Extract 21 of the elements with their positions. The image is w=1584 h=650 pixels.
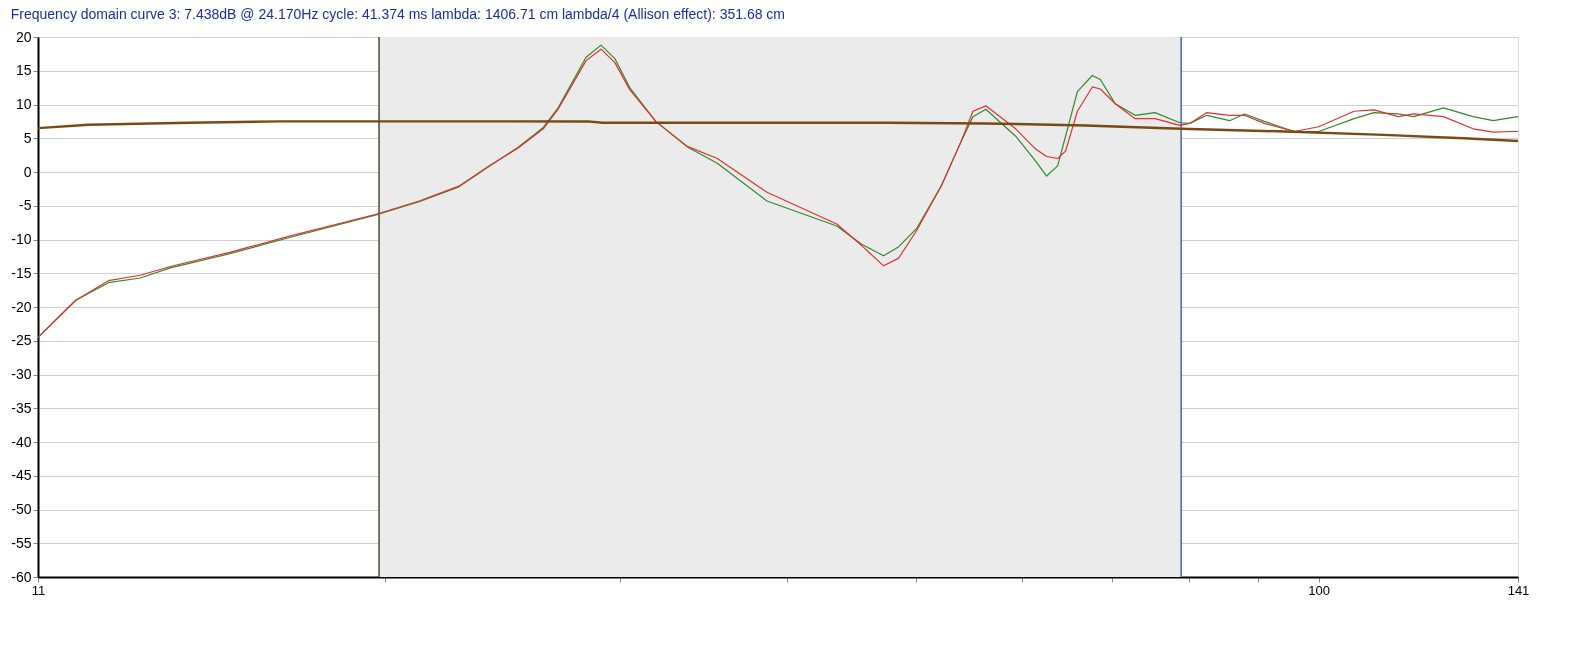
y-tick-label: -35 — [11, 399, 32, 416]
x-tick-label: 141 — [1507, 582, 1530, 598]
y-tick-label: -30 — [11, 366, 32, 382]
y-tick-label: 15 — [15, 62, 32, 79]
y-tick-label: 0 — [23, 163, 32, 180]
x-tick-label: 11 — [31, 582, 46, 598]
y-tick-label: -60 — [11, 568, 32, 585]
y-tick-label: -55 — [11, 534, 32, 551]
y-tick-label: -15 — [11, 264, 32, 281]
y-tick-label: -45 — [11, 467, 32, 484]
y-tick-label: -25 — [11, 332, 32, 349]
y-tick-label: -5 — [19, 197, 32, 214]
y-tick-label: -50 — [11, 501, 32, 517]
y-tick-label: -40 — [11, 433, 32, 450]
x-tick-label: 100 — [1308, 582, 1330, 598]
y-tick-label: 5 — [23, 129, 32, 146]
chart-title: Frequency domain curve 3: 7.438dB @ 24.170Hz cycle: 41.374 ms lambda: 1406.71 cm lambda/4 (Allison effect): 351.68 cm — [10, 6, 786, 22]
y-tick-label: 20 — [15, 28, 32, 45]
y-tick-label: -10 — [11, 231, 32, 247]
y-tick-label: 10 — [15, 96, 32, 112]
y-tick-label: -20 — [11, 298, 32, 315]
